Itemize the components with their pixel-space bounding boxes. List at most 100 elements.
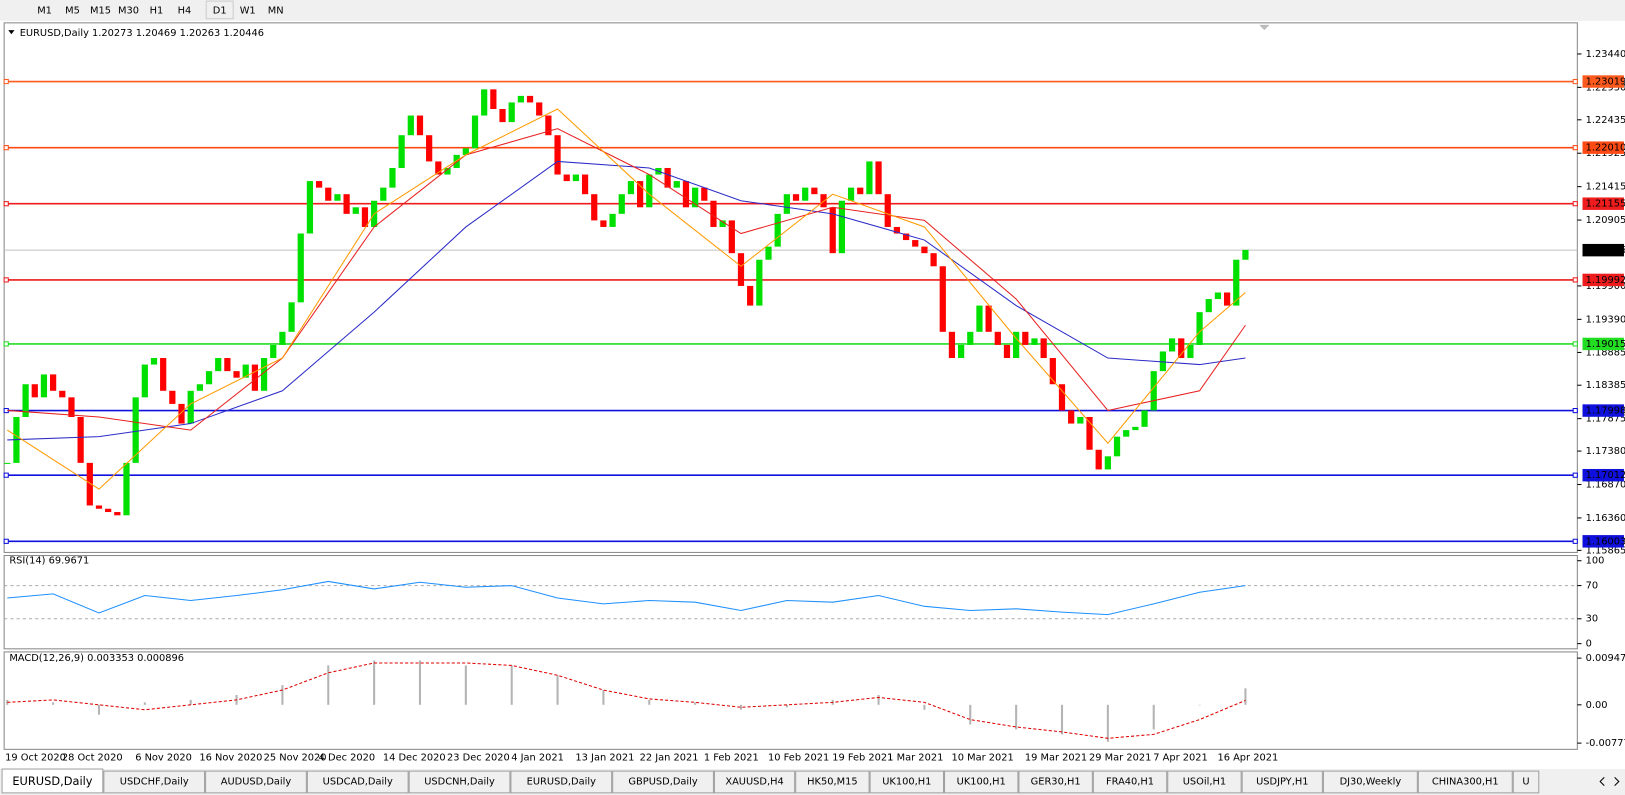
tab[interactable] [408, 770, 511, 794]
timeframe-label[interactable]: M15 [90, 5, 111, 16]
timeframe-button[interactable] [262, 1, 290, 19]
tab[interactable] [205, 770, 307, 794]
y-tick-label: 1.18385 [1586, 380, 1625, 391]
candle [325, 187, 332, 201]
candle [545, 115, 552, 136]
tab[interactable] [1018, 770, 1093, 794]
tab-label[interactable]: FRA40,H1 [1106, 776, 1154, 787]
level-handle [1572, 407, 1578, 414]
macd-bar [464, 665, 467, 705]
tab[interactable] [944, 770, 1019, 794]
candle [921, 246, 928, 254]
tab[interactable] [1417, 770, 1513, 794]
candle [270, 344, 277, 359]
tab-label[interactable]: U [1522, 776, 1529, 787]
tab-label[interactable]: GER30,H1 [1031, 776, 1081, 787]
tab-label[interactable]: EURUSD,Daily [12, 774, 92, 788]
candle [765, 246, 772, 260]
timeframe-button[interactable] [115, 1, 142, 19]
timeframe-label[interactable]: M1 [37, 5, 52, 16]
menu-arrow [8, 30, 15, 35]
tab[interactable] [1092, 770, 1168, 794]
tab[interactable] [1, 768, 104, 794]
tab-label[interactable]: USDCHF,Daily [120, 776, 189, 787]
timeframe-label[interactable]: W1 [240, 5, 256, 16]
candle [811, 187, 818, 195]
timeframe-label[interactable]: MN [268, 5, 284, 16]
timeframe-button[interactable] [31, 1, 59, 19]
candle [233, 371, 240, 378]
tab-label[interactable]: USOil,H1 [1183, 776, 1226, 787]
tab-label[interactable]: UK100,H1 [882, 776, 931, 787]
tab[interactable] [713, 770, 796, 794]
level-label: 1.21155 [1586, 199, 1625, 210]
candle [838, 200, 845, 254]
timeframe-button[interactable] [87, 1, 114, 19]
candle [884, 194, 891, 227]
candle [591, 194, 598, 221]
macd-bar [694, 702, 697, 705]
level-label: 1.17998 [1586, 406, 1625, 417]
tab-label[interactable]: XAUUSD,H4 [725, 776, 783, 787]
candle [572, 174, 580, 182]
candle [1205, 299, 1212, 313]
tab-label[interactable]: EURUSD,Daily [527, 776, 596, 787]
timeframe-label[interactable]: D1 [213, 5, 227, 16]
tab-label[interactable]: AUDUSD,Daily [221, 776, 292, 787]
candle [462, 148, 469, 155]
candle [1049, 358, 1056, 385]
tab[interactable] [1512, 770, 1540, 794]
timeframe-button[interactable] [170, 1, 198, 19]
tab-label[interactable]: GBPUSD,Daily [628, 776, 697, 787]
timeframe-button[interactable] [143, 1, 170, 19]
candle [31, 384, 38, 398]
tab-label[interactable]: USDJPY,H1 [1256, 776, 1308, 787]
date-label: 10 Feb 2021 [768, 753, 829, 764]
tab[interactable] [612, 770, 714, 794]
tab[interactable] [795, 770, 870, 794]
candle [985, 305, 992, 332]
candle [1196, 312, 1203, 345]
tab[interactable] [306, 770, 409, 794]
timeframe-button[interactable] [234, 1, 262, 19]
tab[interactable] [1241, 770, 1323, 794]
level-handle [1572, 277, 1578, 283]
last-price-tag [1582, 243, 1624, 257]
candle [1058, 384, 1066, 411]
tab[interactable] [1322, 770, 1418, 794]
tab-label[interactable]: UK100,H1 [957, 776, 1006, 787]
level-handle [3, 472, 9, 478]
candle [774, 213, 781, 247]
tab-label[interactable]: HK50,M15 [807, 776, 857, 787]
tab-label[interactable]: USDCNH,Daily [424, 776, 495, 787]
macd-bar [739, 704, 743, 710]
date-label: 19 Oct 2020 [5, 753, 66, 764]
candle [847, 187, 855, 201]
tab-label[interactable]: DJ30,Weekly [1340, 776, 1402, 787]
tab-label[interactable]: USDCAD,Daily [323, 776, 393, 787]
y-tick-label: 1.22435 [1586, 115, 1625, 126]
tab[interactable] [1167, 770, 1242, 794]
timeframe-button[interactable] [205, 0, 234, 20]
candle [664, 167, 671, 188]
tab-scroll[interactable] [1599, 776, 1620, 786]
tab[interactable] [103, 770, 206, 794]
tab[interactable] [510, 770, 613, 794]
macd-bar [1152, 704, 1155, 730]
candle [86, 462, 93, 506]
timeframe-label[interactable]: M5 [65, 5, 80, 16]
macd-bar [1244, 688, 1247, 705]
date-label: 1 Mar 2021 [887, 753, 943, 764]
timeframe-button[interactable] [59, 1, 87, 19]
candle [1214, 292, 1222, 300]
level-tag [1582, 337, 1624, 351]
tab-label[interactable]: CHINA300,H1 [1432, 776, 1499, 787]
timeframe-label[interactable]: H4 [178, 5, 192, 16]
candle [1141, 410, 1148, 427]
level-handle [3, 341, 9, 347]
date-label: 10 Mar 2021 [951, 753, 1013, 764]
timeframe-label[interactable]: H1 [150, 5, 164, 16]
y-tick-label: 30 [1586, 614, 1599, 625]
tab[interactable] [869, 770, 945, 794]
timeframe-label[interactable]: M30 [118, 5, 139, 16]
